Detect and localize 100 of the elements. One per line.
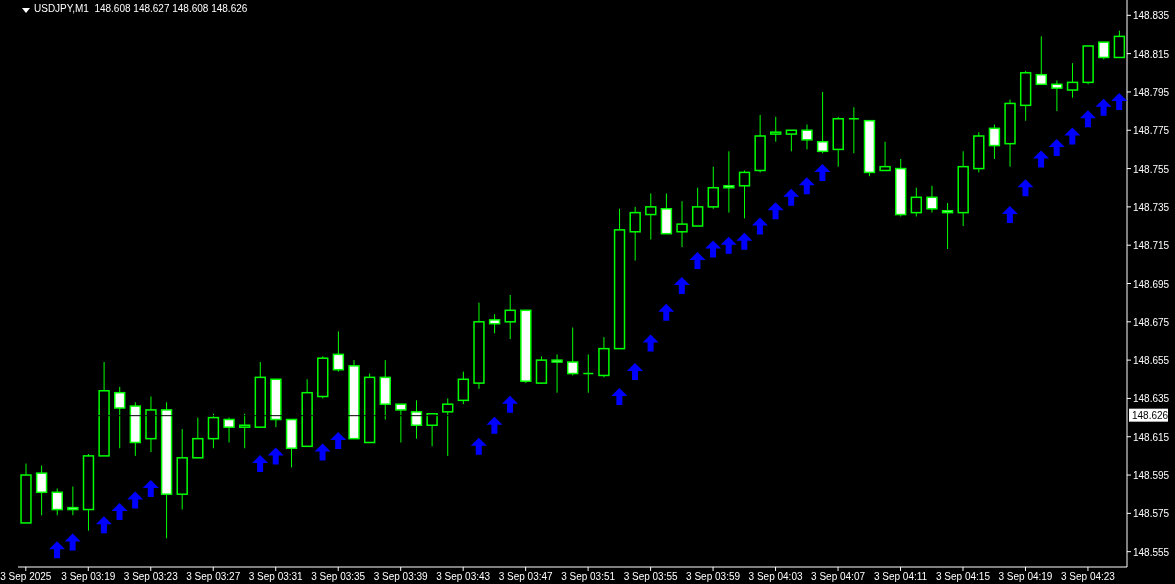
candlestick (629, 206, 641, 262)
candlestick (535, 355, 548, 384)
x-tick-label: 3 Sep 04:19 (998, 571, 1053, 582)
x-tick-label: 3 Sep 03:31 (248, 571, 304, 582)
y-tick-label: 148.695 (1133, 278, 1170, 290)
x-tick-label: 3 Sep 03:39 (373, 571, 429, 582)
candlestick (770, 116, 782, 143)
point (783, 188, 800, 206)
x-tick-label: 3 Sep 2025 (0, 571, 52, 582)
candlestick (926, 185, 938, 214)
point (1033, 150, 1050, 168)
point (64, 533, 81, 551)
point (111, 502, 128, 520)
y-tick-label: 148.615 (1133, 431, 1170, 443)
candlestick (410, 399, 423, 440)
candlestick (457, 371, 470, 405)
y-tick-label: 148.735 (1133, 201, 1170, 213)
y-tick-label: 148.715 (1133, 240, 1170, 252)
y-tick-label: 148.555 (1133, 546, 1170, 558)
point (127, 491, 144, 509)
candlestick (1035, 35, 1047, 86)
point (252, 455, 269, 473)
point (751, 217, 768, 235)
point (611, 388, 628, 406)
candlestick (332, 330, 345, 373)
x-tick-label: 3 Sep 04:23 (1060, 571, 1116, 582)
candlestick (676, 200, 688, 248)
x-tick-label: 3 Sep 03:51 (561, 571, 616, 582)
point (1064, 127, 1081, 145)
point (486, 416, 503, 434)
point (1048, 139, 1065, 156)
point (814, 163, 831, 181)
point (330, 432, 347, 450)
point (1111, 93, 1128, 111)
point (798, 177, 815, 195)
candlestick (988, 124, 1001, 160)
y-tick-label: 148.775 (1133, 125, 1170, 137)
point (689, 252, 706, 270)
candlestick (223, 417, 235, 443)
point (142, 479, 159, 497)
candlestick (848, 106, 860, 154)
x-tick-label: 3 Sep 04:07 (811, 571, 866, 582)
point (1095, 98, 1112, 116)
candlestick (67, 486, 79, 516)
candlestick (192, 417, 204, 459)
candlestick (1051, 79, 1063, 112)
chart-title: USDJPY,M1 148.608 148.627 148.608 148.626 (34, 3, 248, 14)
point (470, 437, 487, 455)
x-tick-label: 3 Sep 03:19 (61, 571, 116, 582)
y-tick-label: 148.655 (1133, 355, 1170, 367)
y-tick-label: 148.635 (1133, 393, 1170, 405)
candlestick (785, 129, 798, 152)
point (720, 236, 737, 254)
x-tick-label: 3 Sep 03:55 (623, 571, 678, 582)
x-tick-label: 3 Sep 04:03 (748, 571, 803, 582)
point (314, 443, 331, 461)
candlestick (816, 91, 829, 154)
point (767, 202, 784, 220)
point (95, 516, 112, 534)
point (49, 541, 66, 559)
candlestick (707, 166, 719, 210)
point (267, 447, 284, 465)
ref-line-label: 148.626 (1132, 410, 1169, 422)
y-tick-label: 148.815 (1133, 48, 1170, 60)
point (502, 395, 519, 413)
candlestick (114, 386, 126, 449)
y-tick-label: 148.675 (1133, 316, 1170, 328)
candlestick (51, 487, 63, 516)
candlestick (645, 192, 657, 240)
point (736, 232, 753, 250)
y-tick-label: 148.755 (1133, 163, 1170, 175)
point (626, 363, 643, 381)
candlestick (504, 294, 516, 340)
x-tick-label: 3 Sep 03:47 (498, 571, 554, 582)
x-tick-label: 3 Sep 03:35 (311, 571, 366, 582)
point (1079, 110, 1096, 128)
candlestick (488, 313, 501, 334)
candlestick (910, 187, 923, 217)
x-tick-label: 3 Sep 03:59 (686, 571, 741, 582)
candlestick (566, 327, 579, 376)
candlestick (395, 403, 407, 443)
x-tick-label: 3 Sep 03:23 (123, 571, 179, 582)
candlestick (35, 464, 48, 516)
x-tick-label: 3 Sep 03:27 (186, 571, 241, 582)
point (642, 334, 659, 352)
x-tick-label: 3 Sep 04:11 (873, 571, 928, 582)
candlestick (801, 124, 813, 150)
point (705, 240, 722, 258)
candlestick (723, 150, 735, 214)
y-tick-label: 148.575 (1133, 508, 1170, 520)
candlestick (879, 141, 891, 172)
y-tick-label: 148.795 (1133, 86, 1170, 98)
candlestick (738, 169, 751, 219)
point (1017, 179, 1034, 197)
candlestick (551, 353, 563, 394)
point (1001, 206, 1018, 224)
y-tick-label: 148.835 (1133, 10, 1170, 22)
x-tick-label: 3 Sep 03:43 (436, 571, 491, 582)
candlestick (691, 187, 704, 227)
candlestick (1066, 62, 1079, 99)
